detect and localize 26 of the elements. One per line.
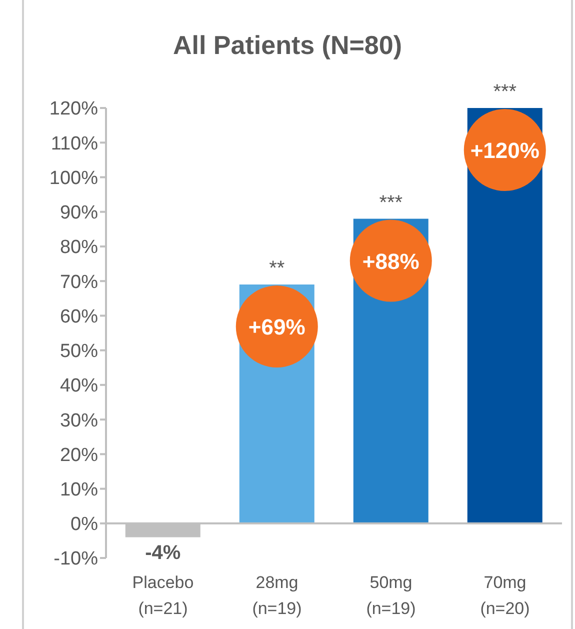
- y-tick-label: 100%: [49, 168, 98, 189]
- y-tick-label: 110%: [50, 133, 98, 154]
- y-tick-label: 60%: [60, 306, 98, 328]
- data-label: -4%: [145, 542, 181, 564]
- data-label: +69%: [248, 314, 306, 340]
- y-tick-label: 10%: [60, 480, 98, 501]
- data-label: +88%: [362, 248, 420, 274]
- x-tick-label: 70mg (n=20): [480, 573, 530, 618]
- y-tick-label: 70%: [60, 272, 98, 293]
- x-tick-label: Placebo (n=21): [132, 573, 194, 618]
- chart-title: All Patients (N=80): [172, 30, 403, 61]
- y-tick-label: 120%: [49, 98, 98, 120]
- annotation: ***: [493, 81, 517, 103]
- y-tick-label: 50%: [60, 341, 98, 362]
- data-label: +120%: [470, 138, 540, 163]
- y-tick-label: 0%: [70, 514, 98, 536]
- annotation: ***: [379, 192, 403, 214]
- x-tick-label: 50mg (n=19): [366, 573, 416, 618]
- y-tick-label: 80%: [60, 237, 98, 258]
- y-tick-label: 20%: [60, 444, 98, 466]
- y-tick-label: 90%: [60, 202, 98, 224]
- y-tick-label: 40%: [60, 376, 98, 397]
- y-tick-label: -10%: [54, 548, 98, 570]
- x-tick-label: 28mg (n=19): [252, 573, 302, 618]
- y-tick-label: 30%: [60, 410, 98, 432]
- annotation: **: [269, 258, 285, 280]
